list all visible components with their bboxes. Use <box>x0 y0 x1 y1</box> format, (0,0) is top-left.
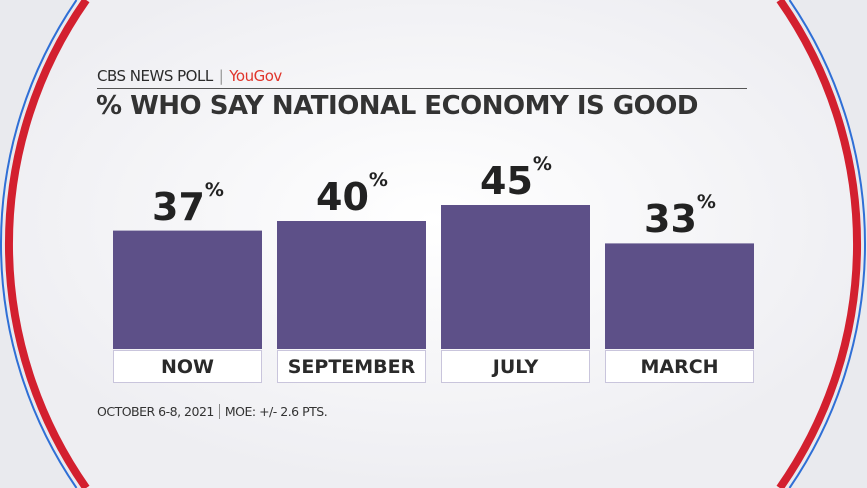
value-label: 33% <box>644 191 716 242</box>
bar-september <box>277 221 426 349</box>
category-label: SEPTEMBER <box>277 350 426 383</box>
bar-july <box>441 205 590 349</box>
chart-title: % WHO SAY NATIONAL ECONOMY IS GOOD <box>96 91 698 121</box>
footer: OCTOBER 6-8, 2021 MOE: +/- 2.6 PTS. <box>97 404 328 419</box>
margin-of-error: MOE: +/- 2.6 PTS. <box>224 404 328 419</box>
brand-header: CBS NEWS POLL | YouGov <box>97 67 282 85</box>
yougov-logo: YouGov <box>229 67 282 85</box>
poll-date: OCTOBER 6-8, 2021 <box>97 404 214 419</box>
bar-now <box>113 230 262 349</box>
red-ring <box>5 0 861 488</box>
value-label: 45% <box>480 153 552 204</box>
category-label: MARCH <box>605 350 754 383</box>
value-label: 40% <box>316 169 388 220</box>
category-label: JULY <box>441 350 590 383</box>
bar-march <box>605 243 754 349</box>
category-label: NOW <box>113 350 262 383</box>
value-label: 37% <box>152 178 224 229</box>
cbs-news-poll-logo: CBS NEWS POLL <box>97 67 213 85</box>
header-divider <box>97 88 747 89</box>
